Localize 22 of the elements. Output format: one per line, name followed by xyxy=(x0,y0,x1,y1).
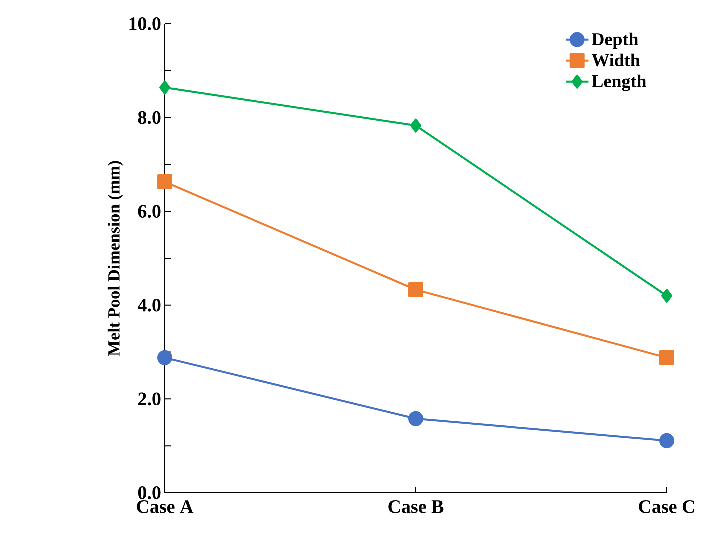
y-axis-title: Melt Pool Dimension (mm) xyxy=(108,161,124,356)
point xyxy=(660,350,674,366)
y-tick-label: 8.0 xyxy=(138,111,161,124)
x-tick-label: Case C xyxy=(639,500,694,514)
point xyxy=(158,174,173,190)
point xyxy=(160,80,171,95)
y-tick-label: 0.0 xyxy=(138,486,161,500)
y-tick-label: 10.0 xyxy=(130,18,161,30)
y-tick-label: 6.0 xyxy=(138,205,161,218)
point xyxy=(662,289,672,304)
point xyxy=(408,282,424,298)
point xyxy=(158,350,173,366)
y-tick-label: 4.0 xyxy=(138,298,161,312)
point xyxy=(410,118,422,133)
legend-label: Depth xyxy=(592,32,638,50)
legend-label: Width xyxy=(592,54,640,67)
point xyxy=(660,433,674,448)
legend-label: Length xyxy=(592,74,646,92)
x-tick-label: Case A xyxy=(137,500,194,514)
y-tick-label: 2.0 xyxy=(138,392,161,406)
x-tick-label: Case B xyxy=(388,500,444,514)
point xyxy=(408,411,424,426)
